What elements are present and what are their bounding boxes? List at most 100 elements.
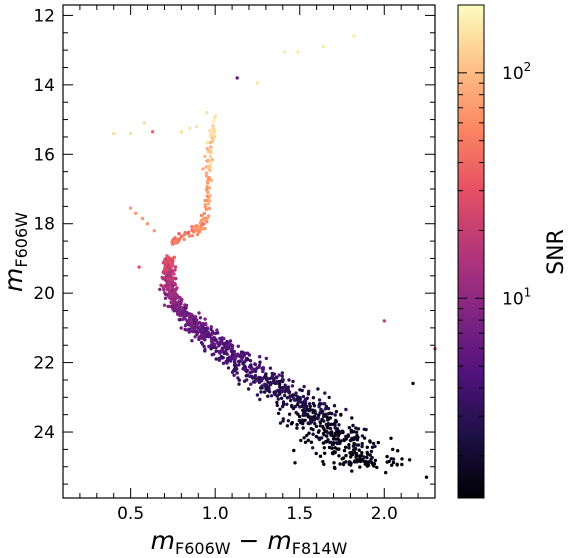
ms-point	[183, 303, 187, 307]
ms-point	[187, 330, 191, 334]
ms-point	[233, 360, 237, 364]
ms-point	[221, 356, 225, 360]
ms-point	[327, 395, 331, 400]
ms-point	[223, 345, 227, 349]
rgb-point	[208, 193, 212, 198]
ms-point	[347, 460, 352, 464]
ms-point	[390, 463, 394, 467]
outlier-point	[150, 130, 155, 134]
ms-point	[332, 465, 337, 470]
ms-point	[332, 461, 336, 465]
ms-point	[215, 328, 219, 332]
ms-point	[295, 422, 299, 427]
ms-point	[193, 335, 197, 339]
ms-point	[276, 411, 281, 416]
ms-point	[400, 462, 404, 467]
ms-point	[351, 423, 355, 428]
ms-point	[351, 436, 356, 440]
ms-point	[174, 293, 178, 298]
ms-point	[347, 445, 351, 450]
ms-point	[280, 377, 285, 382]
ms-point	[227, 355, 232, 359]
ms-point	[275, 380, 279, 384]
sgb-point	[173, 239, 177, 244]
ms-point	[243, 364, 247, 368]
ms-point	[277, 389, 281, 394]
ms-point	[372, 464, 376, 468]
ms-point	[342, 448, 347, 453]
ms-point	[210, 337, 215, 341]
ms-point	[260, 366, 264, 371]
x-tick-label: 1.5	[286, 504, 313, 524]
ms-point	[301, 394, 306, 399]
ms-point	[293, 398, 297, 402]
ms-point	[305, 433, 309, 438]
ms-point	[235, 367, 239, 371]
ms-point	[179, 326, 183, 330]
ms-point	[342, 438, 346, 443]
outlier-point	[282, 50, 287, 54]
ms-point	[285, 424, 290, 428]
rgb-point	[208, 129, 212, 133]
ms-point	[335, 428, 339, 433]
ms-point	[246, 387, 251, 391]
plot-frame	[62, 4, 436, 499]
ms-point	[321, 441, 326, 445]
ms-point	[162, 271, 167, 275]
ms-point	[168, 273, 172, 278]
ms-point	[200, 322, 204, 327]
rgb-point	[205, 140, 210, 145]
ms-point	[232, 373, 236, 377]
ms-point	[281, 402, 286, 407]
ms-point	[238, 359, 242, 364]
ms-point	[185, 310, 189, 314]
ms-point	[281, 417, 285, 421]
ms-point	[180, 297, 184, 302]
ms-point	[162, 269, 166, 273]
ms-point	[162, 287, 166, 292]
ms-point	[306, 438, 310, 442]
ms-point	[314, 412, 318, 416]
ms-point	[248, 359, 253, 363]
ms-point	[322, 419, 326, 423]
ms-point	[319, 407, 323, 412]
ms-point	[235, 371, 239, 375]
ms-point	[171, 299, 175, 303]
ms-point	[237, 363, 241, 367]
ms-point	[249, 382, 253, 386]
ms-point	[385, 454, 389, 459]
ms-point	[331, 437, 336, 441]
ms-point	[334, 437, 338, 441]
ms-point	[314, 424, 319, 429]
sgb-point	[202, 211, 206, 216]
ms-point	[210, 329, 215, 334]
ms-point	[291, 379, 295, 384]
ms-point	[167, 266, 171, 270]
ms-point	[222, 336, 226, 341]
ms-point	[373, 444, 377, 449]
ms-point	[211, 345, 216, 350]
ms-point	[368, 440, 372, 444]
x-tick-label: 0.5	[117, 504, 144, 524]
ms-point	[230, 370, 235, 374]
ms-point	[338, 462, 342, 466]
outlier-point	[407, 458, 412, 462]
ms-point	[206, 334, 210, 338]
ms-point	[186, 319, 190, 323]
ms-point	[268, 366, 273, 370]
x-tick-label: 2.0	[371, 504, 398, 524]
colorbar-tick-label: 102	[502, 60, 531, 84]
ms-point	[256, 365, 261, 369]
ms-point	[221, 361, 226, 365]
ms-point	[202, 344, 206, 349]
ms-point	[336, 431, 341, 435]
ms-point	[162, 259, 167, 264]
rgb-point	[211, 124, 215, 128]
ms-point	[314, 434, 318, 439]
ms-point	[286, 419, 291, 423]
ms-point	[330, 422, 334, 426]
ms-point	[349, 463, 353, 467]
ms-point	[319, 402, 324, 406]
ms-point	[387, 459, 391, 464]
